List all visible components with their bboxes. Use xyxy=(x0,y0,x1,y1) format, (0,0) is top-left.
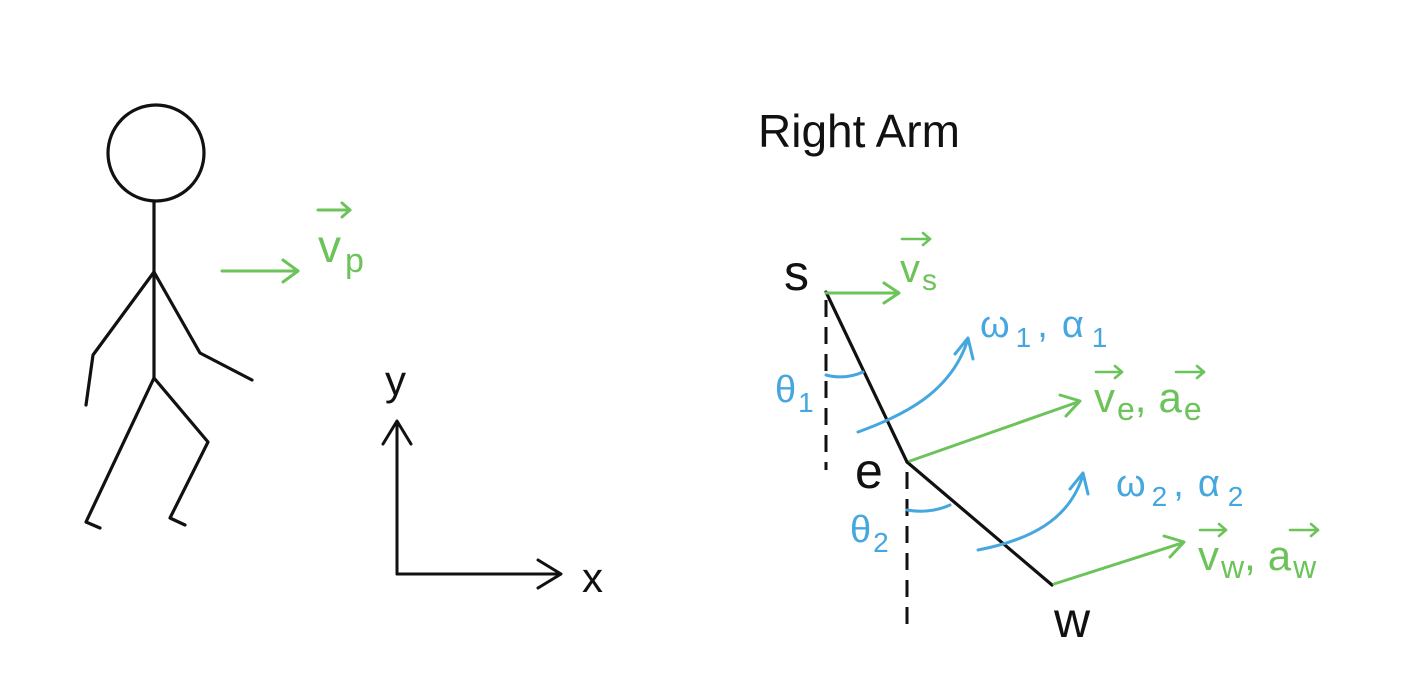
elbow-vectors-label: ve, ae xyxy=(1094,364,1206,427)
x-axis-label: x xyxy=(582,554,603,601)
elbow-label: e xyxy=(855,443,883,499)
svg-text:vs: vs xyxy=(900,247,937,297)
ve-symbol: v xyxy=(1094,374,1115,421)
figure-right-leg xyxy=(152,376,210,527)
vw-symbol: v xyxy=(1198,532,1219,579)
aw-subscript: w xyxy=(1292,549,1317,585)
coordinate-axes: y x xyxy=(381,357,603,601)
theta2-arc xyxy=(905,503,952,513)
upper-arm-rotation-arrow xyxy=(856,336,975,434)
y-axis-arrowhead xyxy=(381,419,413,446)
vs-symbol: v xyxy=(900,247,920,291)
svg-text:vw,aw: vw, aw xyxy=(1198,532,1317,585)
vw-subscript: w xyxy=(1220,549,1245,585)
shoulder-label: s xyxy=(784,245,809,301)
theta1-arc xyxy=(824,370,865,379)
vp-symbol: v xyxy=(318,220,341,272)
y-axis-label: y xyxy=(385,357,406,404)
svg-text:ve,ae: ve, ae xyxy=(1094,374,1202,427)
stick-figure xyxy=(84,103,254,530)
figure-right-arm xyxy=(152,270,254,382)
shoulder-velocity-label: vs xyxy=(900,231,937,297)
elbow-velocity-arrow xyxy=(908,393,1082,463)
upper-arm-segment xyxy=(824,290,909,464)
forearm-rotation-arrow xyxy=(976,471,1090,552)
wrist-velocity-arrow xyxy=(1052,534,1186,586)
ve-subscript: e xyxy=(1117,391,1135,427)
theta1-label: θ1 xyxy=(775,369,814,418)
theta2-label: θ2 xyxy=(850,509,889,558)
figure-left-leg xyxy=(84,376,156,530)
wrist-vectors-label: vw, aw xyxy=(1198,522,1320,585)
figure-head xyxy=(106,103,206,203)
forearm-segment xyxy=(905,460,1054,587)
figure-left-arm xyxy=(84,270,156,407)
person-velocity-arrow xyxy=(220,258,300,284)
vs-subscript: s xyxy=(922,264,937,297)
svg-text:vp: vp xyxy=(318,220,364,280)
ae-subscript: e xyxy=(1184,391,1202,427)
vp-subscript: p xyxy=(345,242,364,280)
shoulder-velocity-arrow xyxy=(824,281,901,305)
aw-symbol: a xyxy=(1268,532,1292,579)
x-axis-arrowhead xyxy=(536,558,563,590)
ae-symbol: a xyxy=(1158,374,1182,421)
diagram-title: Right Arm xyxy=(758,105,960,157)
wrist-label: w xyxy=(1053,592,1091,648)
